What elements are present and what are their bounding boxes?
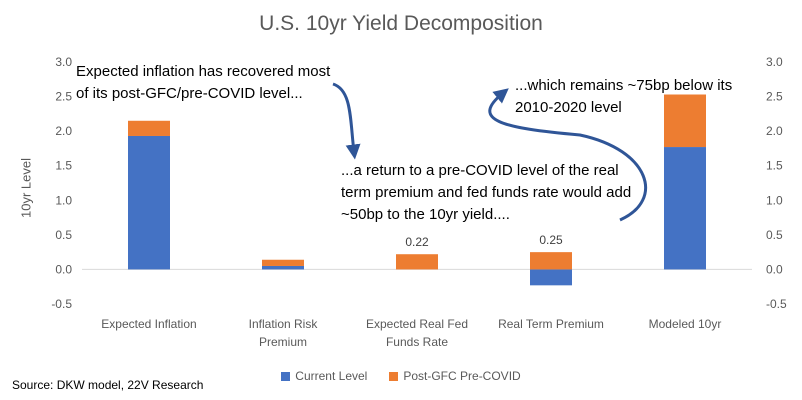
annotation-expected-inflation: Expected inflation has recovered most of… (76, 63, 331, 102)
y2-tick-label: 0.0 (766, 262, 783, 276)
y-tick-label: 0.5 (55, 228, 72, 242)
y-tick-label: 2.0 (55, 124, 72, 138)
bar-layer: 0.22 0.25 (128, 94, 706, 286)
bar-pre-covid (262, 259, 304, 266)
bar-current (262, 265, 304, 270)
bar-current (530, 269, 572, 286)
source-note: Source: DKW model, 22V Research (12, 378, 204, 392)
arrow-to-modeled-10yr (488, 88, 647, 222)
x-category-label: Modeled 10yr (649, 317, 722, 331)
x-category-label: Funds Rate (386, 335, 448, 349)
y2-tick-label: 2.0 (766, 124, 783, 138)
bar-pre-covid (396, 254, 438, 270)
x-category-label: Inflation Risk (249, 317, 319, 331)
chart-title: U.S. 10yr Yield Decomposition (259, 12, 543, 35)
annotation-modeled-10yr: ...which remains ~75bp below its 2010-20… (515, 77, 733, 116)
bar-pre-covid (664, 94, 706, 148)
bar-current (128, 135, 170, 270)
y2-tick-label: 1.5 (766, 159, 783, 173)
arrow-to-term-premium (332, 82, 361, 160)
legend: Current Level Post-GFC Pre-COVID (0, 369, 802, 383)
x-category-label: Expected Real Fed (366, 317, 468, 331)
arrow-layer (332, 82, 647, 222)
y-tick-label: 0.0 (55, 262, 72, 276)
y2-tick-label: -0.5 (766, 297, 787, 311)
legend-item-pre-covid: Post-GFC Pre-COVID (389, 369, 521, 383)
legend-swatch-pre-covid (389, 371, 399, 381)
axis-layer: -0.5 0.0 0.5 1.0 1.5 2.0 2.5 3.0 -0.5 0.0 0.5 1.0 1.… (51, 55, 787, 349)
y-tick-label: 1.5 (55, 159, 72, 173)
bar-current (664, 147, 706, 270)
y2-tick-label: 3.0 (766, 55, 783, 69)
annotation-term-premium: ...a return to a pre-COVID level of the … (341, 162, 632, 223)
y-tick-label: 1.0 (55, 193, 72, 207)
y-tick-label: 3.0 (55, 55, 72, 69)
legend-label-pre-covid: Post-GFC Pre-COVID (403, 369, 521, 383)
y-tick-label: -0.5 (51, 297, 72, 311)
bar-pre-covid (530, 252, 572, 270)
y-axis-label: 10yr Level (18, 158, 34, 218)
legend-item-current: Current Level (281, 369, 367, 383)
data-label: 0.22 (405, 235, 429, 249)
x-category-label: Premium (259, 335, 307, 349)
x-category-label: Real Term Premium (498, 317, 604, 331)
y-tick-label: 2.5 (55, 90, 72, 104)
bar-pre-covid (128, 120, 170, 136)
data-label: 0.25 (539, 233, 563, 247)
x-category-label: Expected Inflation (101, 317, 196, 331)
y2-tick-label: 1.0 (766, 193, 783, 207)
legend-label-current: Current Level (295, 369, 368, 383)
y2-tick-label: 2.5 (766, 90, 783, 104)
y2-tick-label: 0.5 (766, 228, 783, 242)
legend-swatch-current (281, 371, 291, 381)
